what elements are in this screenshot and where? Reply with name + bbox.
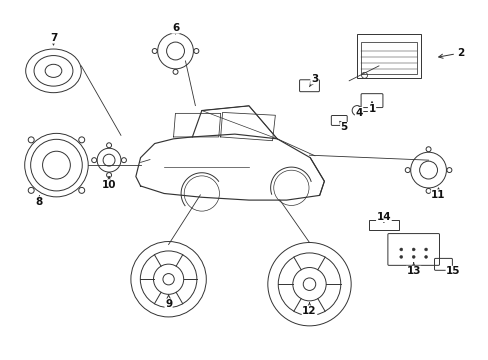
Text: 14: 14 [376, 212, 390, 222]
Text: 13: 13 [406, 263, 420, 276]
Text: 12: 12 [302, 303, 316, 316]
Text: 6: 6 [172, 23, 179, 34]
Bar [368, 220, 398, 230]
Text: 9: 9 [164, 295, 172, 309]
Bar [360, 41, 416, 74]
Circle shape [399, 248, 402, 251]
Text: 7: 7 [50, 33, 57, 45]
Circle shape [399, 255, 402, 258]
Text: 3: 3 [309, 74, 317, 87]
Text: 2: 2 [438, 48, 463, 58]
Circle shape [424, 248, 427, 251]
Text: 10: 10 [102, 177, 116, 190]
Bar [356, 33, 420, 78]
Text: 15: 15 [445, 266, 460, 276]
Text: 4: 4 [355, 107, 362, 117]
Text: 8: 8 [35, 196, 42, 207]
Circle shape [424, 255, 427, 258]
Text: 11: 11 [430, 188, 445, 200]
Circle shape [411, 255, 414, 258]
Circle shape [411, 248, 414, 251]
Text: 1: 1 [367, 102, 375, 113]
Text: 5: 5 [339, 121, 347, 132]
